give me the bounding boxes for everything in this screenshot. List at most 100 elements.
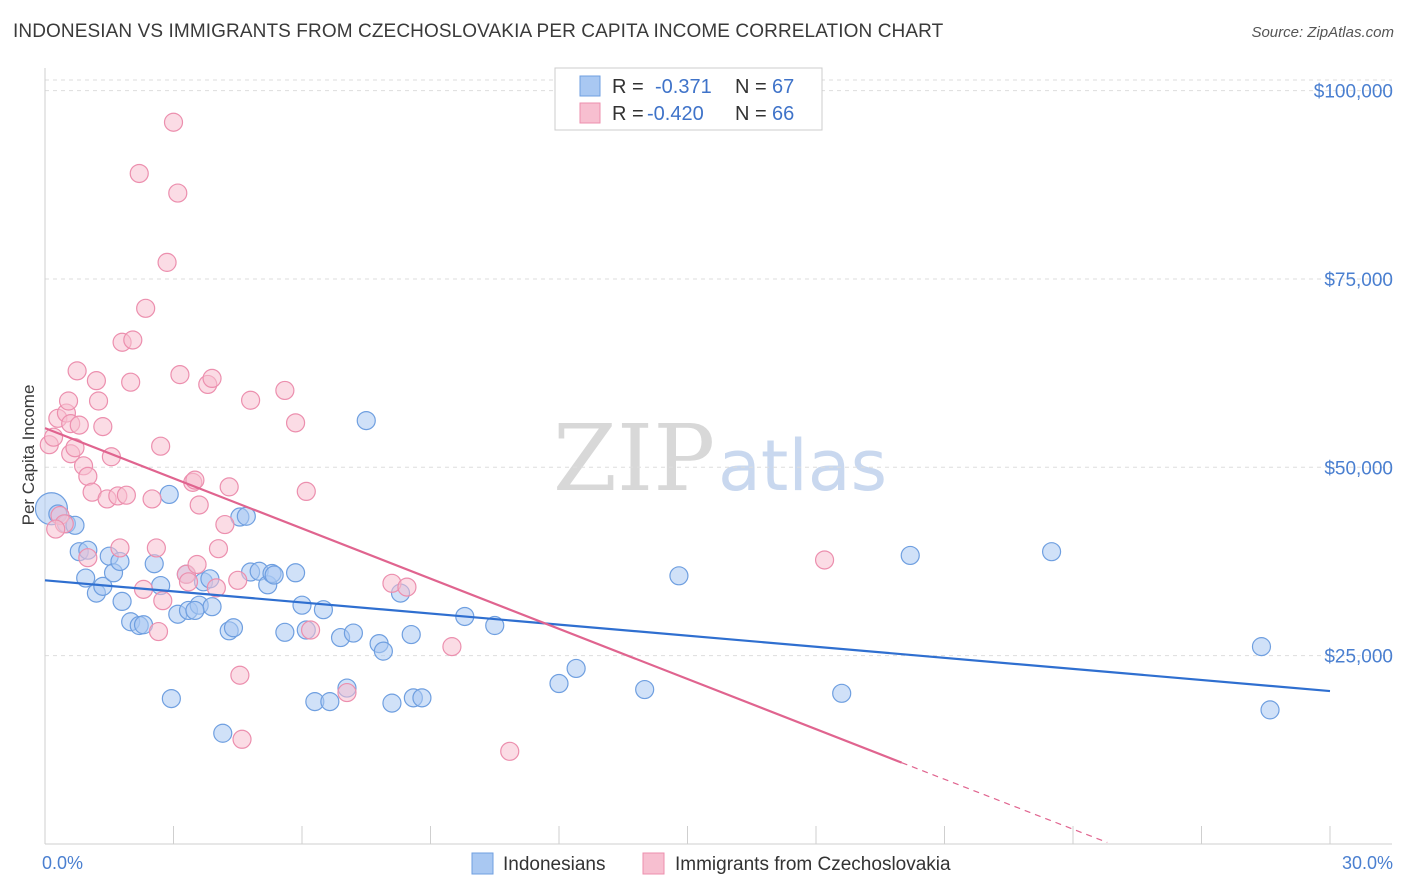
data-point-blue bbox=[343, 623, 363, 643]
data-point-pink bbox=[178, 572, 199, 592]
series-legend: Indonesians Immigrants from Czechoslovak… bbox=[471, 852, 951, 875]
data-point-pink bbox=[93, 417, 113, 437]
data-point-pink bbox=[78, 548, 98, 568]
chart-title: INDONESIAN VS IMMIGRANTS FROM CZECHOSLOV… bbox=[13, 21, 944, 42]
data-point-blue bbox=[202, 597, 222, 617]
axes: $25,000 $50,000 $75,000 $100,000 0.0% 30.0% bbox=[42, 68, 1393, 873]
data-point-pink bbox=[58, 391, 79, 411]
data-point-pink bbox=[88, 391, 109, 411]
data-point-pink bbox=[157, 252, 177, 272]
data-point-pink bbox=[232, 729, 252, 749]
bottom-legend-label-czechoslovakia: Immigrants from Czechoslovakia bbox=[675, 854, 951, 875]
trend-line-pink bbox=[44, 427, 903, 764]
legend-n-label-blue: N = bbox=[735, 76, 767, 98]
data-point-pink bbox=[69, 415, 89, 435]
data-point-blue bbox=[832, 683, 852, 703]
data-point-blue bbox=[264, 565, 284, 585]
legend-n-value-blue: 67 bbox=[772, 76, 794, 98]
legend-r-label-blue: R = bbox=[612, 76, 644, 98]
data-point-blue bbox=[900, 545, 920, 566]
data-point-pink bbox=[202, 368, 222, 388]
data-point-pink bbox=[219, 477, 239, 497]
data-point-pink bbox=[121, 372, 141, 392]
bottom-legend-swatch-indonesians bbox=[471, 852, 494, 875]
data-point-pink bbox=[153, 591, 173, 611]
data-point-pink bbox=[397, 577, 417, 597]
data-point-pink bbox=[215, 514, 235, 535]
bottom-legend-label-indonesians: Indonesians bbox=[503, 854, 605, 875]
data-point-blue bbox=[144, 554, 164, 574]
data-point-blue bbox=[161, 688, 181, 709]
data-point-blue bbox=[1251, 637, 1272, 657]
y-axis-title: Per Capita Income bbox=[19, 385, 38, 526]
data-point-blue bbox=[1260, 700, 1280, 720]
data-point-blue bbox=[159, 484, 179, 505]
data-point-pink bbox=[148, 621, 169, 642]
legend-n-value-pink: 66 bbox=[772, 103, 794, 125]
data-point-pink bbox=[814, 550, 835, 570]
correlation-legend: R = -0.371 N = 67 R = -0.420 N = 66 bbox=[554, 67, 823, 131]
data-point-blue bbox=[549, 673, 569, 694]
data-point-pink bbox=[337, 682, 357, 703]
data-point-pink bbox=[151, 436, 171, 456]
data-point-pink bbox=[189, 495, 209, 515]
bottom-legend-swatch-czechoslovakia bbox=[642, 852, 665, 875]
data-point-blue bbox=[412, 688, 432, 708]
data-point-pink bbox=[285, 413, 306, 433]
data-point-blue bbox=[566, 658, 586, 679]
data-point-pink bbox=[241, 390, 261, 410]
series-czechoslovakia-points bbox=[39, 112, 835, 761]
data-point-blue bbox=[285, 563, 306, 583]
legend-n-label-pink: N = bbox=[735, 103, 767, 125]
legend-swatch-pink bbox=[579, 102, 601, 124]
legend-r-value-pink: -0.420 bbox=[647, 103, 704, 125]
data-point-pink bbox=[67, 361, 87, 381]
data-point-pink bbox=[230, 665, 250, 685]
watermark-atlas: atlas bbox=[718, 425, 887, 507]
data-point-blue bbox=[213, 723, 233, 743]
y-tick-label: $25,000 bbox=[1324, 647, 1393, 668]
data-point-pink bbox=[296, 481, 316, 502]
data-point-blue bbox=[635, 679, 655, 700]
trend-line-blue bbox=[44, 579, 1331, 693]
data-point-blue bbox=[356, 410, 376, 431]
data-point-pink bbox=[300, 620, 321, 640]
data-point-blue bbox=[485, 615, 505, 636]
data-point-blue bbox=[292, 595, 312, 615]
data-point-pink bbox=[228, 570, 248, 590]
data-point-blue bbox=[223, 618, 244, 638]
data-point-blue bbox=[373, 641, 393, 661]
trend-lines bbox=[44, 427, 1331, 844]
data-point-pink bbox=[116, 485, 136, 505]
watermark-zip: ZIP bbox=[553, 405, 715, 512]
data-point-blue bbox=[275, 622, 295, 642]
data-point-pink bbox=[146, 538, 166, 558]
data-point-pink bbox=[86, 371, 107, 391]
data-point-pink bbox=[170, 365, 190, 385]
data-point-blue bbox=[320, 692, 340, 712]
data-point-pink bbox=[123, 330, 143, 350]
data-point-pink bbox=[500, 741, 520, 761]
legend-r-label-pink: R = bbox=[612, 103, 644, 125]
source-label: Source: ZipAtlas.com bbox=[1251, 24, 1394, 41]
data-point-blue bbox=[1041, 542, 1062, 562]
legend-swatch-blue bbox=[579, 75, 601, 97]
data-point-pink bbox=[142, 489, 162, 509]
data-point-pink bbox=[136, 298, 156, 318]
data-point-blue bbox=[382, 693, 402, 713]
data-point-blue bbox=[185, 600, 205, 621]
y-tick-label: $50,000 bbox=[1324, 458, 1393, 479]
data-point-pink bbox=[163, 112, 184, 132]
data-point-pink bbox=[110, 538, 130, 558]
y-tick-label: $100,000 bbox=[1314, 82, 1393, 103]
data-point-pink bbox=[78, 466, 98, 486]
x-tick-label-max: 30.0% bbox=[1342, 853, 1393, 873]
y-tick-label: $75,000 bbox=[1324, 270, 1393, 291]
data-point-blue bbox=[401, 624, 421, 645]
watermark: ZIP atlas bbox=[553, 405, 887, 512]
data-point-pink bbox=[129, 163, 149, 184]
data-point-pink bbox=[275, 380, 295, 401]
data-point-pink bbox=[208, 539, 229, 559]
x-tick-label-min: 0.0% bbox=[42, 853, 83, 873]
data-point-pink bbox=[206, 578, 226, 598]
